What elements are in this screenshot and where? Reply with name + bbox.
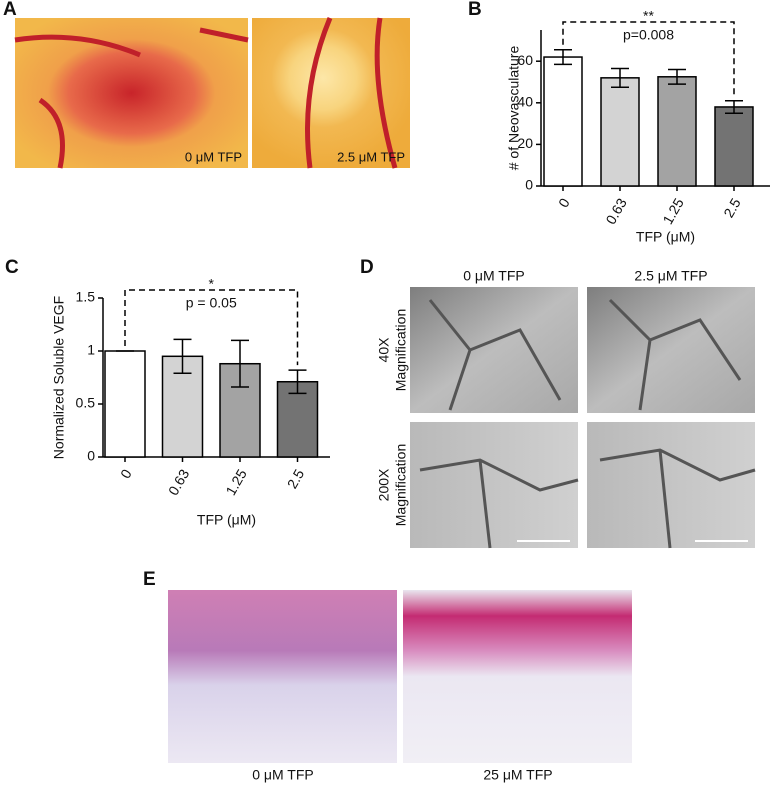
y-tick-label: 20 [517,135,533,151]
error-bar [231,339,249,388]
annotation: * [209,276,215,292]
row-label: 40X [376,337,392,363]
image [587,287,755,413]
image [168,590,397,763]
image [15,18,248,168]
bar [600,77,640,187]
tube [419,298,756,549]
significance-bracket [124,289,299,366]
image [403,590,632,763]
x-axis-label: TFP (μM) [636,229,695,245]
significance-bracket [562,21,735,96]
image [587,422,755,548]
error-bar [668,68,686,85]
error-bar [288,369,307,395]
error-bar [725,99,743,114]
x-tick-label: 0 [555,195,573,210]
caption: 0 μM TFP [252,767,313,783]
y-axis-label: # of Neovasculature [506,46,522,171]
vessel [14,17,398,169]
y-tick-label: 0 [525,177,533,193]
annotation: p=0.008 [623,27,674,43]
panel-label: D [360,257,374,278]
image [252,18,410,168]
bar [714,106,754,187]
panel-label: E [143,569,156,590]
x-tick-label: 0.63 [165,466,193,498]
x-tick-label: 2.5 [720,195,744,220]
row-label: Magnification [393,309,409,392]
bar [657,76,697,187]
y-tick-label: 40 [517,94,533,110]
column-header: 0 μM TFP [463,268,524,284]
bar [276,380,319,458]
panel-label: A [3,0,17,20]
y-tick-label: 0 [87,448,95,464]
column-header: 2.5 μM TFP [634,268,707,284]
caption: 0 μM TFP [185,149,242,164]
row-label: 200X [376,468,392,501]
caption: 2.5 μM TFP [337,149,405,164]
panel-label: B [468,0,482,20]
image [410,422,578,548]
caption: 25 μM TFP [483,767,552,783]
annotation: ** [643,8,654,24]
error-bar [554,49,572,66]
panel-label: C [5,257,19,278]
x-tick-label: 2.5 [284,466,308,491]
x-tick-label: 1.25 [222,466,250,498]
annotation: p = 0.05 [186,295,237,311]
bar [104,350,146,458]
y-tick-label: 1 [87,342,95,358]
x-tick-label: 1.25 [659,195,687,227]
y-axis-label: Normalized Soluble VEGF [51,296,67,459]
bar [543,56,583,187]
row-label: Magnification [393,444,409,527]
y-tick-label: 60 [517,52,533,68]
x-axis-label: TFP (μM) [197,512,256,528]
y-tick-label: 0.5 [76,395,96,411]
x-tick-label: 0.63 [602,195,630,227]
x-tick-label: 0 [117,466,135,481]
y-tick-label: 1.5 [76,289,96,305]
error-bar [173,338,192,375]
error-bar [611,67,629,88]
